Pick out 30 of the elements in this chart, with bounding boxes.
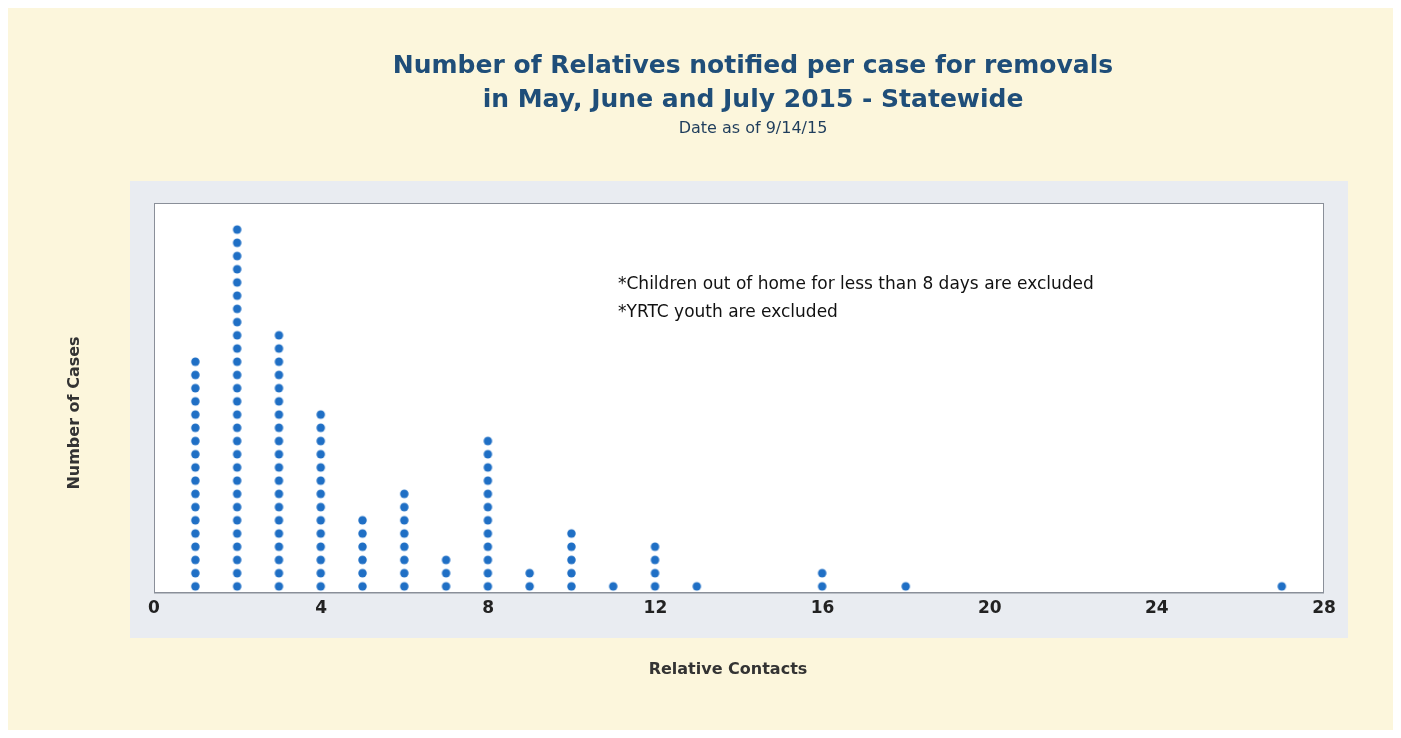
bar [1277, 579, 1287, 593]
bar [650, 540, 660, 593]
bar [525, 566, 535, 593]
chart-title: Number of Relatives notified per case for removals in May, June and July 2015 - Statewide [391, 49, 1115, 115]
x-tick-label: 28 [1312, 597, 1336, 618]
x-tick-label: 0 [148, 597, 161, 618]
chart-subtitle: Date as of 9/14/15 [677, 118, 829, 137]
x-tick-label: 20 [977, 597, 1002, 618]
bar [692, 579, 702, 593]
bar [901, 579, 911, 593]
bar [190, 355, 200, 593]
bar [274, 328, 284, 593]
x-axis-title: Relative Contacts [648, 659, 808, 678]
x-tick-label: 4 [315, 597, 328, 618]
x-tick-label: 24 [1145, 597, 1169, 618]
y-axis-title: Number of Cases [63, 336, 83, 490]
annotation: *YRTC youth are excluded [618, 300, 839, 323]
bar [399, 487, 409, 593]
bar [232, 223, 242, 593]
x-tick-label: 12 [643, 597, 668, 618]
bar [566, 526, 576, 593]
bar [483, 434, 493, 593]
bar [358, 513, 368, 593]
bar [441, 553, 451, 593]
bar [316, 408, 326, 593]
x-tick-label: 8 [482, 597, 495, 618]
bar [817, 566, 827, 593]
annotation: *Children out of home for less than 8 days are excluded [618, 272, 1094, 295]
bar [608, 579, 618, 593]
x-tick-label: 16 [810, 597, 835, 618]
